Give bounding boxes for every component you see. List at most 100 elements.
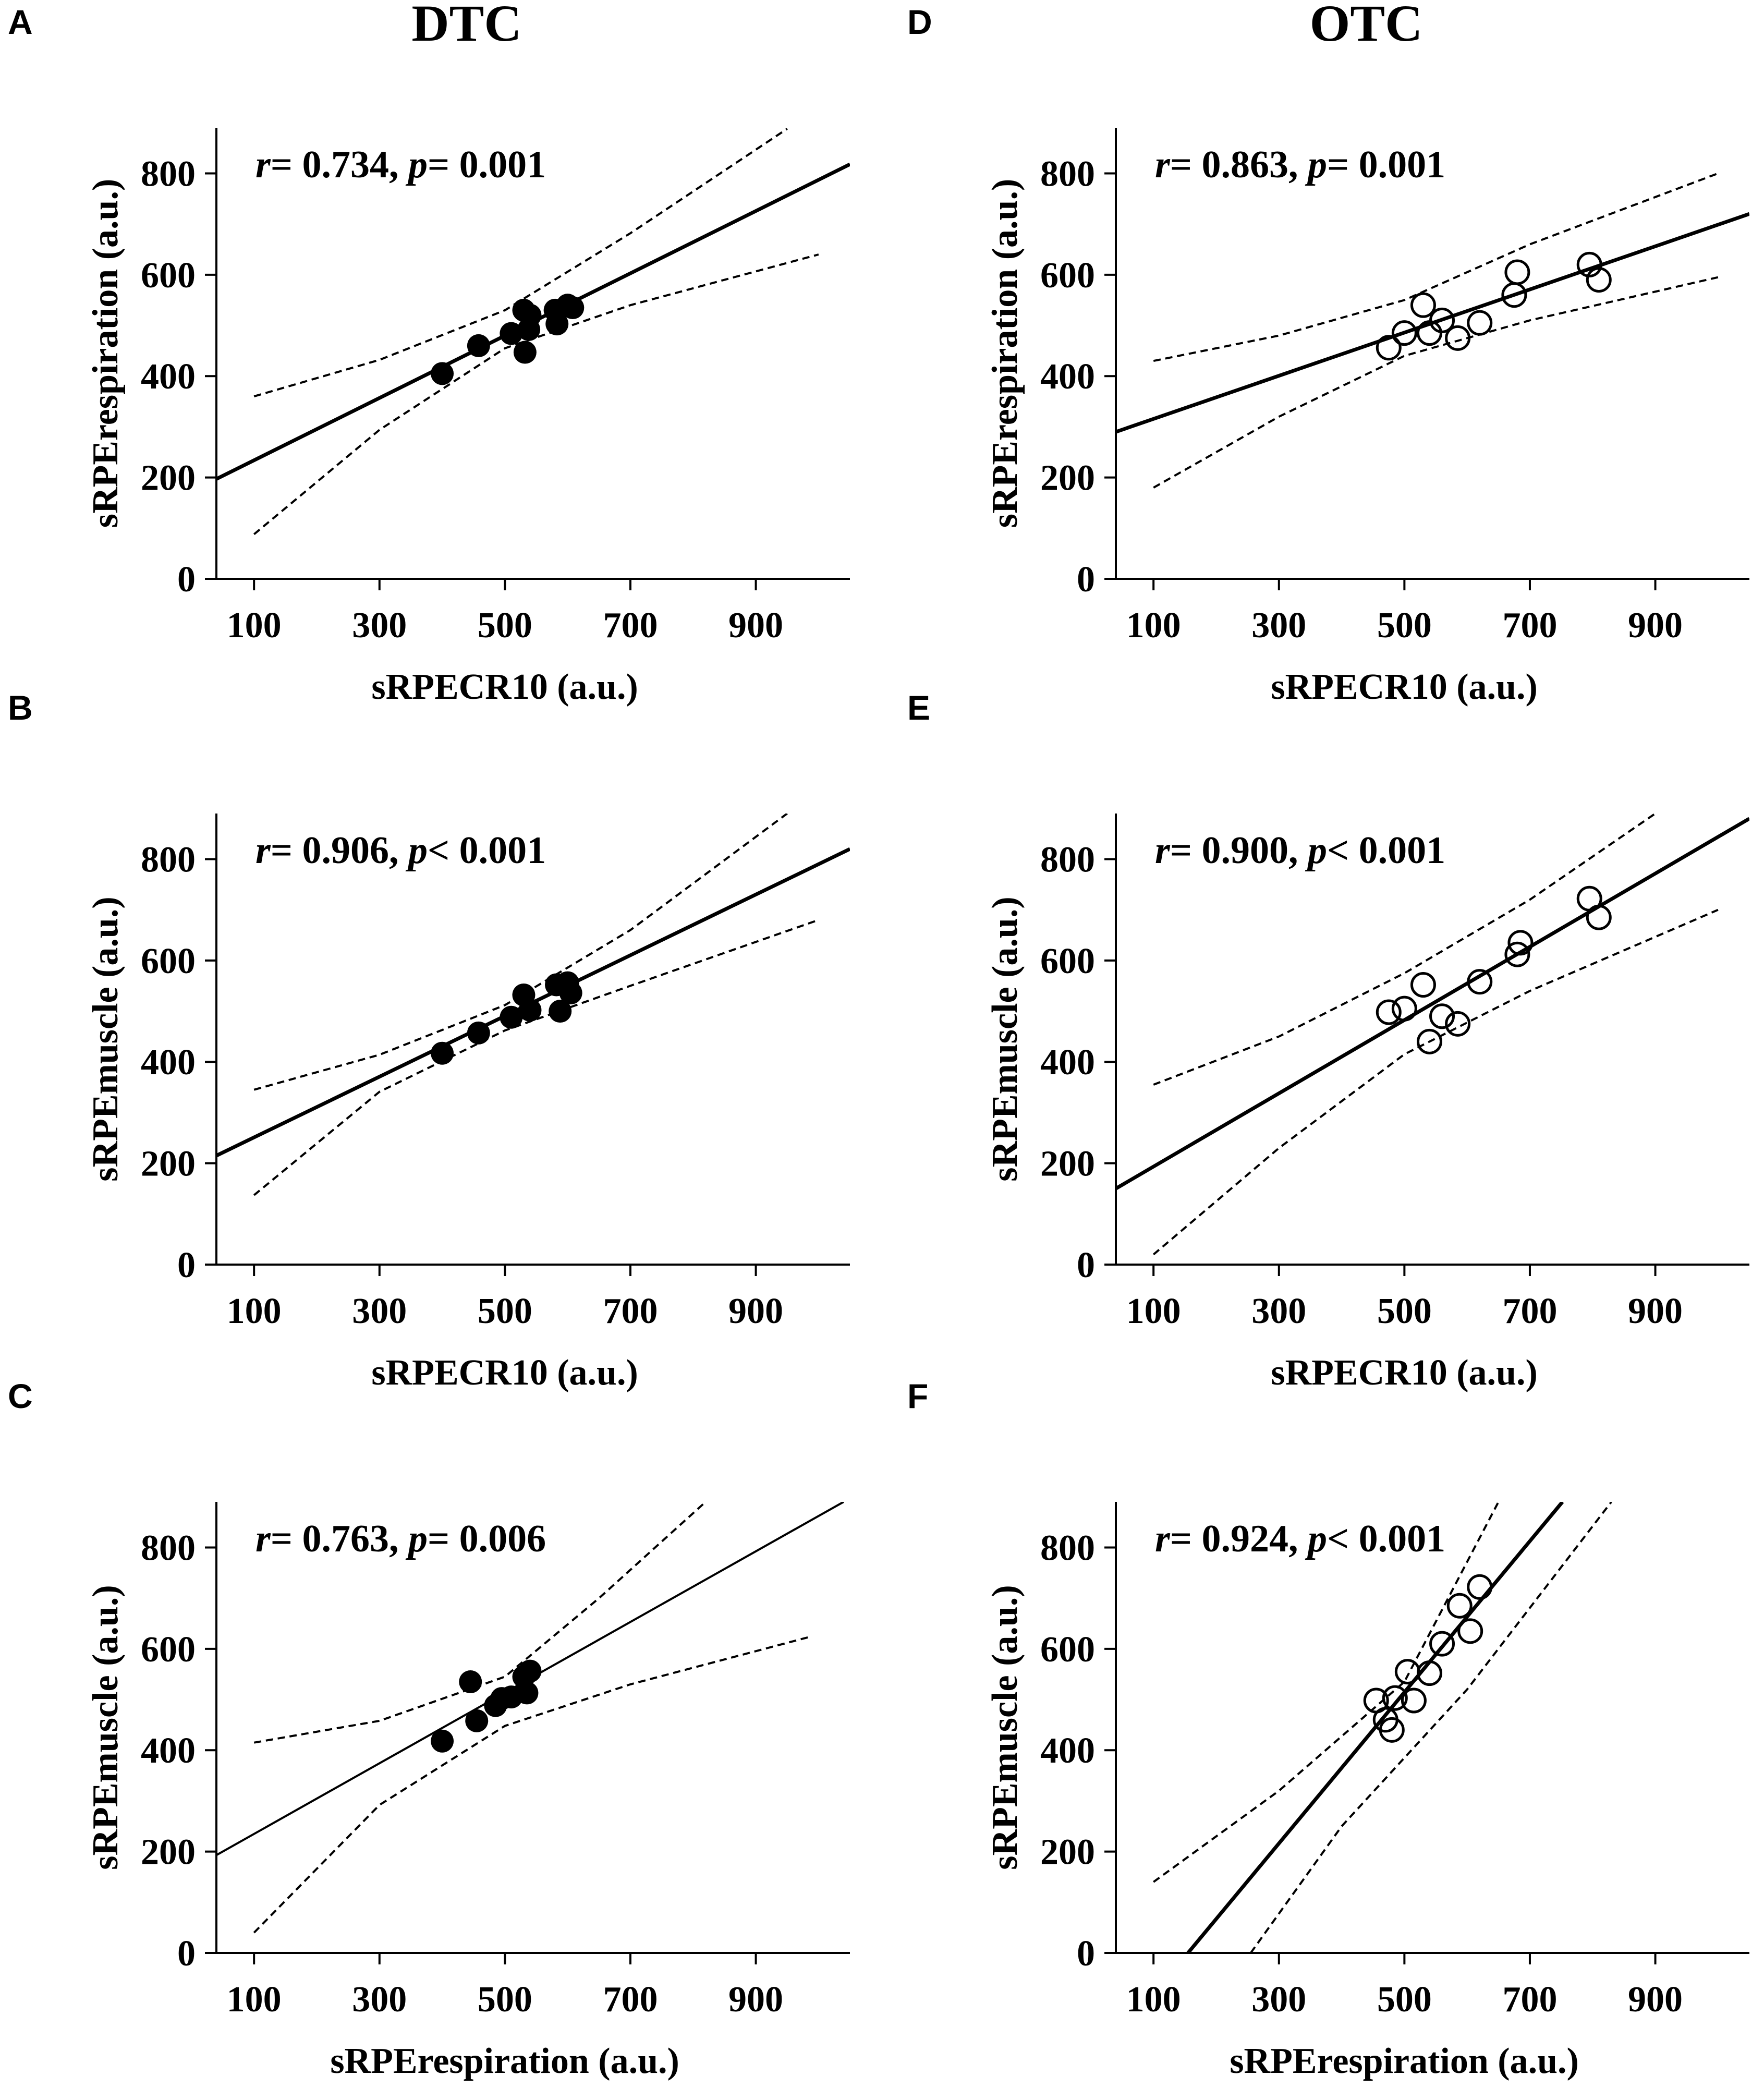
panel-a-data-point	[513, 341, 537, 364]
panel-e-stat-part: = 0.900,	[1170, 829, 1308, 872]
panel-f-ci-upper	[1153, 1502, 1500, 1883]
panel-c-stat-annotation: r= 0.763, p= 0.006	[256, 1518, 546, 1560]
panel-b-data-point	[500, 1005, 523, 1029]
panel-a-stat-part: = 0.734,	[271, 143, 408, 186]
column-title-otc: OTC	[1310, 0, 1423, 52]
panel-e-letter: E	[907, 688, 930, 727]
panel-a-stat-part: r	[256, 143, 271, 186]
panel-d-xtick-label: 300	[1251, 605, 1306, 646]
panel-e-xtick-label: 300	[1251, 1291, 1306, 1331]
panel-d-xtick-label: 100	[1126, 605, 1181, 646]
panel-a-xtick-label: 100	[227, 605, 282, 646]
panel-b-data-point	[431, 1041, 454, 1065]
panel-b-data-point	[559, 981, 582, 1005]
panel-b-y-label: sRPEmuscle (a.u.)	[86, 896, 126, 1181]
panel-a-ytick-label: 600	[141, 256, 196, 296]
panel-a-xtick-label: 500	[478, 605, 532, 646]
panel-f-ytick-label: 800	[1040, 1528, 1095, 1568]
panel-c-y-label: sRPEmuscle (a.u.)	[86, 1585, 126, 1870]
panel-e-data-point	[1504, 941, 1530, 967]
panel-d-data-point	[1391, 320, 1417, 346]
panel-e-data-point	[1391, 996, 1417, 1022]
panel-f-fit-line	[1186, 1502, 1564, 1953]
panel-e-ytick-label: 600	[1040, 941, 1095, 981]
panel-c-stat-part: p	[405, 1518, 428, 1560]
panel-b: B 0 200 400 600 800 100 300 500 700 900 sRPECR10 (a…	[8, 688, 850, 1393]
panel-a-stat-part: p	[405, 143, 428, 186]
panel-a: A 0 200 400 600 800 100 300 500 700 900 sRPECR10 (a…	[8, 3, 850, 707]
panel-a-letter: A	[8, 3, 33, 41]
panel-c: C 0 200 400 600 800 100 300 500 700 900 sRPErespira…	[8, 1377, 850, 2081]
panel-c-ytick-label: 400	[141, 1731, 196, 1771]
panel-e-data-point	[1416, 1028, 1442, 1054]
panel-a-data-point	[545, 312, 569, 336]
panel-e-xtick-label: 100	[1126, 1291, 1181, 1331]
panel-f-letter: F	[907, 1377, 928, 1415]
panel-d-ytick-label: 800	[1040, 154, 1095, 194]
panel-d-stat-annotation: r= 0.863, p= 0.001	[1155, 143, 1445, 186]
panel-f-data-point	[1394, 1659, 1420, 1685]
panel-f-data-point	[1457, 1618, 1483, 1644]
panel-a-xtick-label: 300	[352, 605, 407, 646]
panel-c-data-point	[515, 1681, 539, 1705]
panel-f-stat-part: r	[1155, 1518, 1171, 1560]
panel-c-letter: C	[8, 1377, 33, 1415]
panel-e-stat-part: p	[1305, 829, 1327, 872]
panel-e-ci-upper	[1153, 814, 1656, 1086]
panel-b-x-label: sRPECR10 (a.u.)	[371, 1353, 638, 1393]
panel-f-stat-part: p	[1305, 1518, 1327, 1560]
panel-a-xtick-label: 900	[728, 605, 783, 646]
panel-b-xtick-label: 100	[227, 1291, 282, 1331]
panel-d-stat-part: p	[1305, 143, 1327, 186]
panel-a-ytick-label: 200	[141, 458, 196, 499]
panel-c-xtick-label: 700	[603, 1980, 658, 2020]
panel-d-stat-part: = 0.001	[1327, 143, 1445, 186]
panel-d-xtick-label: 900	[1628, 605, 1683, 646]
panel-b-letter: B	[8, 688, 33, 727]
panel-f-plot-area	[1153, 1502, 1612, 1953]
panel-b-data-point	[467, 1021, 490, 1045]
panel-e-plot-area	[1116, 814, 1749, 1256]
panel-c-ytick-label: 600	[141, 1630, 196, 1670]
panel-f-data-point	[1382, 1685, 1408, 1711]
panel-e-stat-annotation: r= 0.900, p< 0.001	[1155, 829, 1445, 872]
panel-d-y-label: sRPErespiration (a.u.)	[985, 179, 1025, 528]
panel-c-ytick-label: 200	[141, 1832, 196, 1873]
panel-e-ytick-label: 0	[1077, 1245, 1095, 1285]
panel-b-ytick-label: 400	[141, 1042, 196, 1083]
panel-b-ytick-label: 0	[177, 1245, 196, 1285]
panel-e-xtick-label: 900	[1628, 1291, 1683, 1331]
panel-d-data-point	[1504, 259, 1530, 285]
panel-c-ytick-label: 0	[177, 1934, 196, 1974]
panel-a-ytick-label: 0	[177, 560, 196, 600]
panel-e-ci-lower	[1152, 908, 1719, 1256]
panel-f-ytick-label: 0	[1077, 1934, 1095, 1974]
panel-e-xtick-label: 500	[1377, 1291, 1432, 1331]
panel-d-data-point	[1410, 292, 1436, 318]
panel-f-y-label: sRPEmuscle (a.u.)	[985, 1585, 1025, 1870]
panel-b-stat-part: p	[405, 829, 428, 872]
panel-c-stat-part: = 0.763,	[271, 1518, 408, 1560]
panel-e-ytick-label: 200	[1040, 1144, 1095, 1184]
panel-f-xtick-label: 300	[1251, 1980, 1306, 2020]
panel-f-stat-part: < 0.001	[1327, 1518, 1445, 1560]
panel-f-ytick-label: 200	[1040, 1832, 1095, 1873]
panel-d-stat-part: = 0.863,	[1170, 143, 1308, 186]
panel-c-data-point	[465, 1709, 489, 1732]
panel-d-data-point	[1445, 325, 1471, 351]
panel-d-ytick-label: 0	[1077, 560, 1095, 600]
panel-a-ytick-label: 400	[141, 357, 196, 397]
panel-c-stat-part: r	[256, 1518, 271, 1560]
panel-f-xtick-label: 900	[1628, 1980, 1683, 2020]
panel-f-data-point	[1416, 1660, 1442, 1686]
panel-e-data-point	[1410, 972, 1436, 998]
panel-b-ci-upper	[253, 814, 788, 1091]
panel-f-ytick-label: 600	[1040, 1630, 1095, 1670]
panel-a-ci-upper	[253, 128, 788, 398]
panel-d-data-point	[1586, 267, 1612, 293]
panel-b-stat-part: r	[256, 829, 271, 872]
panel-e-stat-part: r	[1155, 829, 1171, 872]
panel-e-data-point	[1507, 930, 1534, 956]
panel-b-data-point	[518, 999, 542, 1022]
